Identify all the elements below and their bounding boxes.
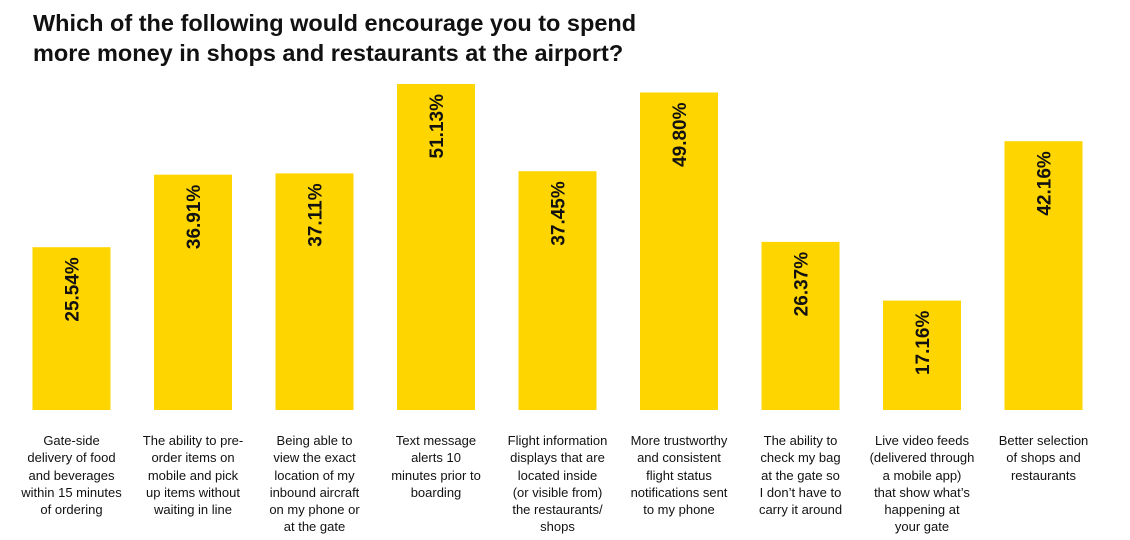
category-label: Gate-side delivery of food and beverages… xyxy=(21,433,122,518)
category-label: More trustworthy and consistent flight s… xyxy=(630,433,728,518)
category-label: Flight information displays that are loc… xyxy=(507,433,608,535)
bar xyxy=(883,300,961,410)
bar-value-label: 25.54% xyxy=(63,257,84,322)
bar xyxy=(761,241,840,410)
bar-value-label: 36.91% xyxy=(184,185,205,250)
bar-value-label: 26.37% xyxy=(792,252,813,317)
bar-value-label: 42.16% xyxy=(1035,151,1056,216)
category-label: The ability to check my bag at the gate … xyxy=(758,433,843,518)
chart-title: Which of the following would encourage y… xyxy=(33,10,637,66)
bar-value-label: 37.45% xyxy=(549,181,570,246)
bar-value-label: 51.13% xyxy=(427,94,448,159)
bar-value-label: 17.16% xyxy=(913,310,934,375)
category-label: Better selection of shops and restaurant… xyxy=(998,433,1089,483)
bar xyxy=(518,171,597,410)
bar xyxy=(275,173,354,410)
bar xyxy=(397,84,475,410)
bar xyxy=(154,174,232,410)
bar xyxy=(640,92,718,410)
bar xyxy=(1004,141,1083,410)
category-label: Text message alerts 10 minutes prior to … xyxy=(391,433,481,500)
bar-value-label: 37.11% xyxy=(306,183,327,246)
bar-value-label: 49.80% xyxy=(670,102,691,167)
category-label: The ability to pre- order items on mobil… xyxy=(142,433,244,518)
category-label: Live video feeds (delivered through a mo… xyxy=(869,433,975,535)
bar xyxy=(32,247,111,410)
category-label: Being able to view the exact location of… xyxy=(269,433,360,535)
